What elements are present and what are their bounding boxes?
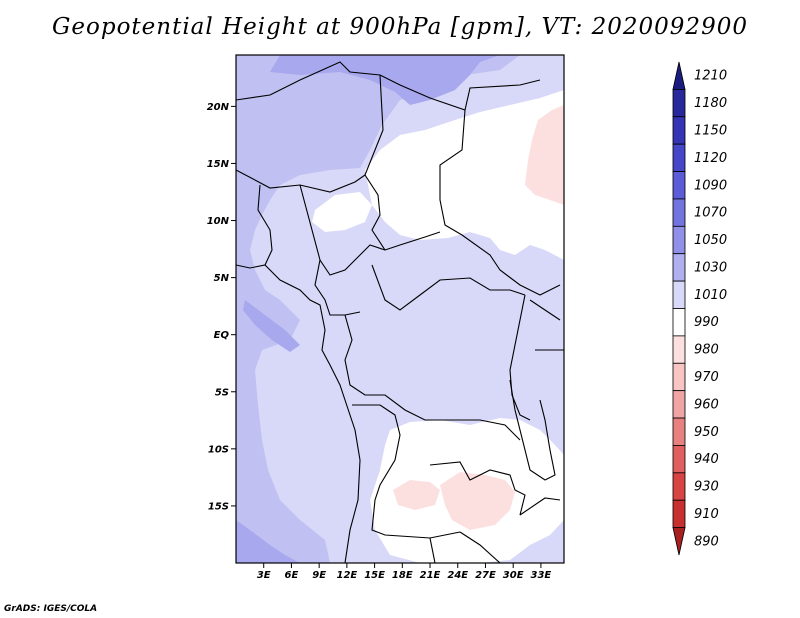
colorbar-label: 1180 bbox=[694, 96, 727, 111]
lon-tick-label: 15E bbox=[364, 570, 385, 581]
colorbar-label: 1070 bbox=[694, 206, 727, 221]
colorbar-label: 910 bbox=[694, 507, 719, 522]
lon-tick-label: 21E bbox=[420, 570, 441, 581]
border-cameroon bbox=[314, 259, 361, 316]
colorbar-label: 950 bbox=[694, 425, 719, 440]
border-niger-chad bbox=[364, 74, 441, 251]
lon-tick-label: 12E bbox=[336, 570, 357, 581]
lon-axis: 3E 6E 9E 12E 15E 18E 21E 24E 27E 30E 33E bbox=[257, 563, 552, 581]
colorbar-label: 1050 bbox=[694, 233, 727, 248]
lat-tick-label: 5N bbox=[214, 273, 230, 284]
lat-tick-label: 5S bbox=[215, 387, 229, 398]
height-field-980-northeast bbox=[525, 105, 564, 205]
colorbar-swatch bbox=[672, 88, 686, 118]
lon-tick-label: 6E bbox=[285, 570, 299, 581]
height-field-990-north bbox=[365, 90, 564, 260]
border-car bbox=[371, 264, 526, 311]
colorbar-swatch bbox=[672, 445, 686, 474]
border-libya-niger bbox=[439, 109, 466, 236]
height-field-980-south-b bbox=[440, 472, 515, 530]
colorbar-swatch bbox=[672, 499, 686, 529]
lon-tick-label: 27E bbox=[475, 570, 496, 581]
border-westafrica bbox=[257, 184, 273, 266]
coastline-west bbox=[236, 264, 361, 563]
lon-tick-label: 24E bbox=[447, 570, 468, 581]
colorbar-swatch bbox=[672, 308, 686, 337]
colorbar-label: 1120 bbox=[694, 151, 727, 166]
colorbar: 1210 1180 1150 1120 1090 1070 1050 1030 1010 990 9… bbox=[672, 61, 727, 556]
lat-axis: 20N 15N 10N 5N EQ 5S 10S 15S bbox=[207, 102, 236, 512]
lat-tick-label: 10S bbox=[208, 444, 229, 455]
colorbar-label: 1010 bbox=[694, 288, 727, 303]
border-north bbox=[236, 61, 541, 111]
lon-tick-label: 3E bbox=[257, 570, 271, 581]
lat-tick-label: 20N bbox=[207, 102, 230, 113]
border-kenya bbox=[529, 299, 564, 351]
colorbar-label: 1030 bbox=[694, 260, 727, 275]
colorbar-label: 1150 bbox=[694, 123, 727, 138]
grads-credit: GrADS: IGES/COLA bbox=[4, 604, 98, 614]
lat-tick-label: 15S bbox=[208, 501, 229, 512]
border-drc-east bbox=[509, 294, 531, 421]
colorbar-swatch bbox=[672, 390, 686, 419]
colorbar-label: 1210 bbox=[694, 69, 727, 84]
colorbar-swatch bbox=[672, 417, 686, 446]
map-title: Geopotential Height at 900hPa [gpm], VT:… bbox=[52, 14, 748, 40]
colorbar-swatch bbox=[672, 362, 686, 392]
colorbar-swatch bbox=[672, 472, 686, 501]
colorbar-swatch bbox=[672, 225, 686, 255]
lat-tick-label: 15N bbox=[207, 159, 230, 170]
colorbar-swatch bbox=[672, 61, 686, 90]
colorbar-swatch bbox=[672, 116, 686, 145]
border-congo bbox=[344, 314, 521, 441]
colorbar-swatch bbox=[672, 335, 686, 364]
map-frame bbox=[235, 54, 565, 564]
colorbar-label: 970 bbox=[694, 370, 719, 385]
lon-tick-label: 30E bbox=[503, 570, 524, 581]
height-field-990-west bbox=[312, 192, 372, 232]
lon-tick-label: 18E bbox=[392, 570, 413, 581]
colorbar-swatch bbox=[672, 198, 686, 227]
colorbar-label: 990 bbox=[694, 315, 719, 330]
colorbar-swatch bbox=[672, 253, 686, 282]
height-field-1030-west bbox=[236, 55, 520, 563]
colorbar-swatch bbox=[672, 280, 686, 309]
colorbar-label: 960 bbox=[694, 397, 719, 412]
border-sahel bbox=[236, 169, 366, 193]
border-angola bbox=[352, 404, 461, 539]
colorbar-swatch bbox=[672, 527, 686, 556]
colorbar-swatch bbox=[672, 171, 686, 200]
height-field-1050-southwest bbox=[236, 520, 300, 563]
border-zambia bbox=[429, 461, 526, 516]
border-east-lakes bbox=[509, 379, 556, 481]
lon-tick-label: 33E bbox=[531, 570, 552, 581]
lon-tick-label: 9E bbox=[312, 570, 326, 581]
colorbar-label: 890 bbox=[694, 534, 719, 549]
colorbar-label: 980 bbox=[694, 343, 719, 358]
lat-tick-label: 10N bbox=[207, 216, 230, 227]
lat-tick-label: EQ bbox=[214, 330, 230, 341]
height-field-980-south-a bbox=[393, 480, 440, 510]
height-field-1050-gulf bbox=[243, 300, 300, 352]
colorbar-label: 930 bbox=[694, 480, 719, 495]
border-southeast bbox=[429, 497, 561, 563]
colorbar-label: 940 bbox=[694, 452, 719, 467]
border-sudan bbox=[461, 234, 561, 296]
colorbar-label: 1090 bbox=[694, 178, 727, 193]
colorbar-swatch bbox=[672, 143, 686, 172]
